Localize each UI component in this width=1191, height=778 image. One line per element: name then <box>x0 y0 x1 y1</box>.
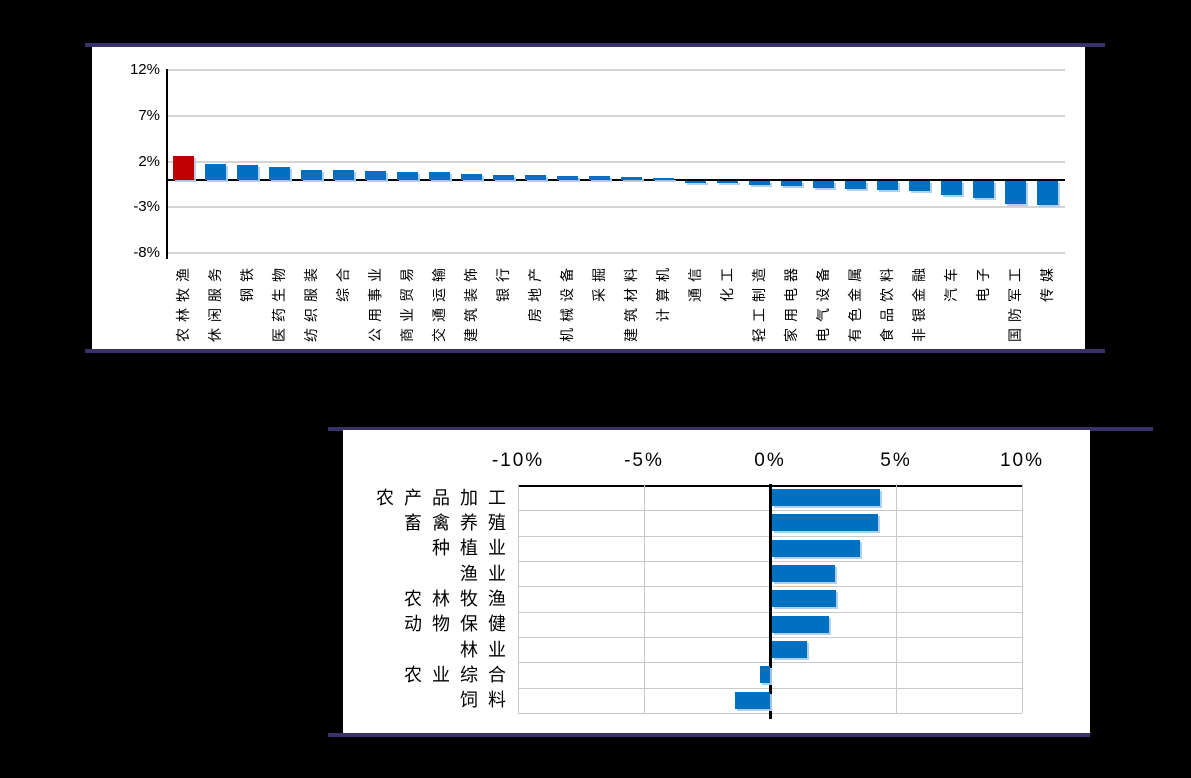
bar-电气设备 <box>813 181 834 188</box>
y-gridline <box>168 161 1065 163</box>
bar-有色金属 <box>845 181 866 189</box>
bar-轻工制造 <box>749 181 770 185</box>
x-gridline <box>518 484 519 713</box>
y-tick-label: 2% <box>138 153 160 170</box>
x-gridline <box>644 484 645 713</box>
bar-农林牧渔 <box>772 590 836 607</box>
bar-银行 <box>493 175 514 180</box>
y-gridline <box>168 69 1065 71</box>
bar-交通运输 <box>429 172 450 180</box>
y-tick-label: -8% <box>133 244 160 261</box>
bar-电子 <box>973 181 994 198</box>
row-label: 饲料 <box>460 690 516 710</box>
bar-饲料 <box>735 692 770 709</box>
row-label: 渔业 <box>460 564 516 584</box>
bar-渔业 <box>772 565 835 582</box>
bar-商业贸易 <box>397 172 418 180</box>
bar-农林牧渔 <box>173 156 194 180</box>
row-label: 农产品加工 <box>376 488 516 508</box>
top-chart-panel <box>92 47 1085 349</box>
bar-机械设备 <box>557 176 578 180</box>
bar-林业 <box>772 641 807 658</box>
bar-农业综合 <box>760 666 770 683</box>
bar-建筑装饰 <box>461 174 482 180</box>
bar-动物保健 <box>772 616 829 633</box>
top-panel-border-bottom <box>85 349 1105 353</box>
top-panel-border-top <box>85 43 1105 47</box>
bottom-chart-panel <box>343 430 1090 733</box>
x-gridline <box>1022 484 1023 713</box>
bar-非银金融 <box>909 181 930 191</box>
row-label: 农业综合 <box>404 665 516 685</box>
bottom-panel-border-top <box>328 427 1153 431</box>
bottom-panel-border-bottom <box>328 733 1090 737</box>
x-tick-label: 10% <box>999 450 1045 471</box>
bar-纺织服装 <box>301 170 322 180</box>
bar-公用事业 <box>365 171 386 180</box>
y-tick-label: 12% <box>129 61 160 78</box>
x-tick-label: -10% <box>491 450 545 471</box>
bar-综合 <box>333 170 354 180</box>
bar-农产品加工 <box>772 489 880 506</box>
y-tick-label: 7% <box>138 107 160 124</box>
y-gridline <box>168 206 1065 208</box>
bar-医药生物 <box>269 167 290 180</box>
bar-传媒 <box>1037 181 1058 205</box>
row-label: 动物保健 <box>404 614 516 634</box>
bar-房地产 <box>525 175 546 180</box>
y-gridline <box>168 252 1065 254</box>
bar-汽车 <box>941 181 962 195</box>
row-label: 畜禽养殖 <box>404 513 516 533</box>
y-axis-line <box>166 69 168 259</box>
bar-钢铁 <box>237 165 258 180</box>
bar-化工 <box>717 181 738 183</box>
bar-计算机 <box>653 178 674 180</box>
bar-家用电器 <box>781 181 802 186</box>
bar-休闲服务 <box>205 164 226 180</box>
x-tick-label: 5% <box>880 450 912 471</box>
row-label: 农林牧渔 <box>404 589 516 609</box>
x-tick-label: -5% <box>624 450 664 471</box>
x-gridline <box>896 484 897 713</box>
bar-建筑材料 <box>621 177 642 180</box>
y-gridline <box>168 115 1065 117</box>
bar-食品饮料 <box>877 181 898 190</box>
bar-国防军工 <box>1005 181 1026 204</box>
row-label: 林业 <box>460 640 516 660</box>
bar-畜禽养殖 <box>772 514 878 531</box>
zero-axis-line <box>769 484 772 719</box>
x-tick-label: 0% <box>754 450 786 471</box>
y-tick-label: -3% <box>133 198 160 215</box>
bar-通信 <box>685 181 706 183</box>
zero-baseline <box>166 179 1065 181</box>
bar-种植业 <box>772 540 860 557</box>
bar-采掘 <box>589 176 610 180</box>
row-label: 种植业 <box>432 538 516 558</box>
